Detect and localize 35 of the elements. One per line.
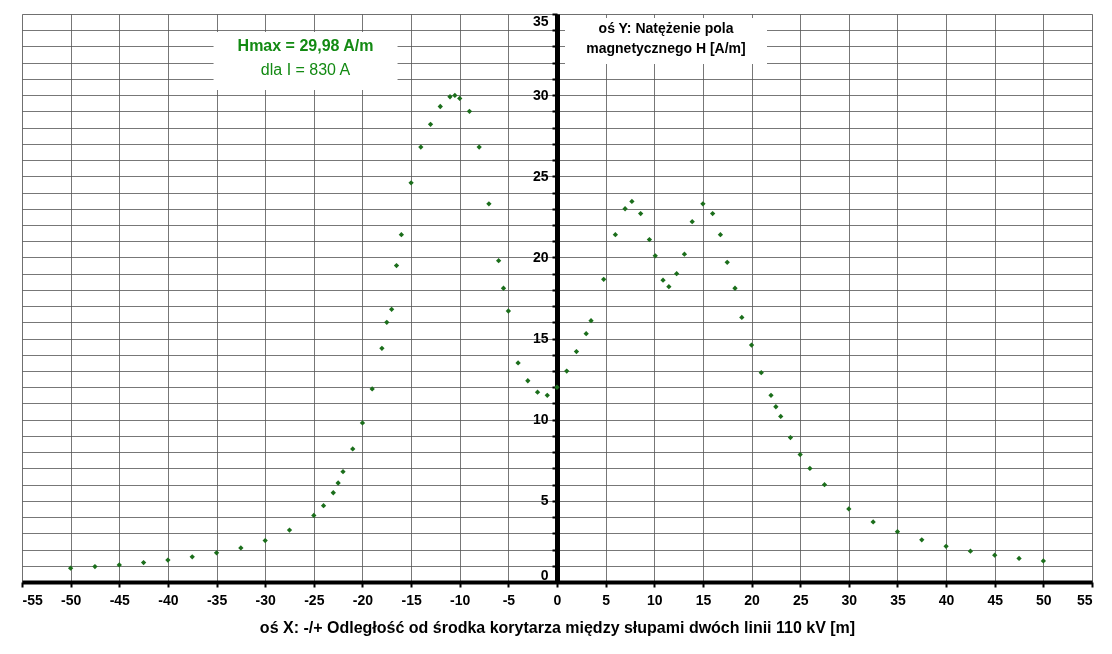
x-tick-label: -55 bbox=[22, 591, 43, 608]
x-tick-label: 50 bbox=[1036, 591, 1052, 608]
x-tick-label: 25 bbox=[792, 591, 809, 608]
x-tick-label: -15 bbox=[401, 591, 422, 608]
y-axis-title: oś Y: Natężenie pola magnetycznego H [A/m] bbox=[586, 20, 746, 56]
x-tick-label: -35 bbox=[206, 591, 228, 608]
x-tick-label: 20 bbox=[744, 591, 761, 608]
y-tick-label: 30 bbox=[532, 86, 549, 103]
x-tick-label: 10 bbox=[646, 591, 663, 608]
x-tick-label: -5 bbox=[502, 591, 516, 608]
x-tick-label: 55 bbox=[1076, 591, 1093, 608]
x-tick-label: -40 bbox=[158, 591, 179, 608]
annotation: dla I = 830 A bbox=[260, 61, 351, 78]
x-tick-label: 5 bbox=[602, 591, 611, 608]
x-tick-label: 0 bbox=[553, 591, 562, 608]
y-tick-label: 0 bbox=[540, 566, 549, 583]
y-tick-label: 10 bbox=[532, 411, 549, 428]
x-tick-label: 30 bbox=[841, 591, 858, 608]
x-tick-label: 35 bbox=[890, 591, 906, 608]
x-tick-label: -50 bbox=[61, 591, 82, 608]
y-tick-label: 20 bbox=[532, 248, 549, 265]
x-tick-label: -30 bbox=[255, 591, 277, 608]
x-tick-label: -45 bbox=[109, 591, 131, 608]
x-tick-label: 45 bbox=[987, 591, 1004, 608]
x-axis-title: oś X: -/+ Odległość od środka korytarza między słupami dwóch linii 110 kV [m] bbox=[259, 618, 856, 636]
y-tick-label: 35 bbox=[532, 12, 549, 29]
x-tick-label: -10 bbox=[450, 591, 471, 608]
y-tick-label: 25 bbox=[532, 167, 549, 184]
y-tick-label: 15 bbox=[532, 330, 549, 347]
y-tick-label: 5 bbox=[540, 492, 549, 509]
x-tick-label: 15 bbox=[695, 591, 712, 608]
annotation: Hmax = 29,98 A/m bbox=[237, 37, 374, 54]
x-tick-label: -25 bbox=[304, 591, 325, 608]
x-tick-label: -20 bbox=[352, 591, 374, 608]
x-tick-label: 40 bbox=[938, 591, 955, 608]
